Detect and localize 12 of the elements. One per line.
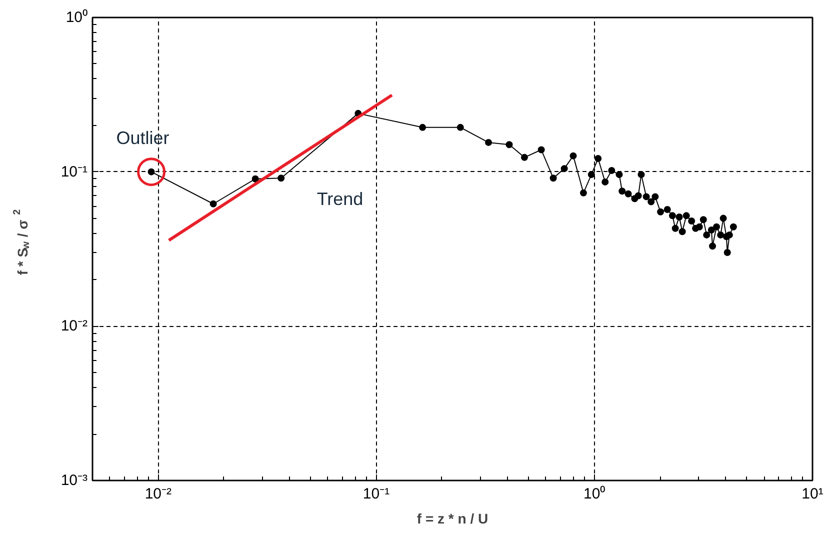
x-tick-label: 10¹ bbox=[802, 486, 824, 502]
y-tick-label: 10⁰ bbox=[66, 9, 88, 26]
annotation: Outlier bbox=[116, 128, 170, 148]
annotation: Trend bbox=[316, 188, 364, 209]
y-tick-label: 10⁻² bbox=[60, 318, 88, 335]
x-axis-title: f = z * n / U bbox=[416, 510, 488, 526]
x-tick-label: 10⁰ bbox=[584, 486, 606, 502]
y-axis-title: f * Sw / σ2 bbox=[12, 208, 32, 276]
y-tick-label: 10⁻¹ bbox=[60, 163, 88, 180]
x-tick-label: 10⁻¹ bbox=[362, 486, 390, 502]
y-tick-label: 10⁻³ bbox=[60, 472, 88, 489]
x-tick-label: 10⁻² bbox=[144, 486, 172, 502]
